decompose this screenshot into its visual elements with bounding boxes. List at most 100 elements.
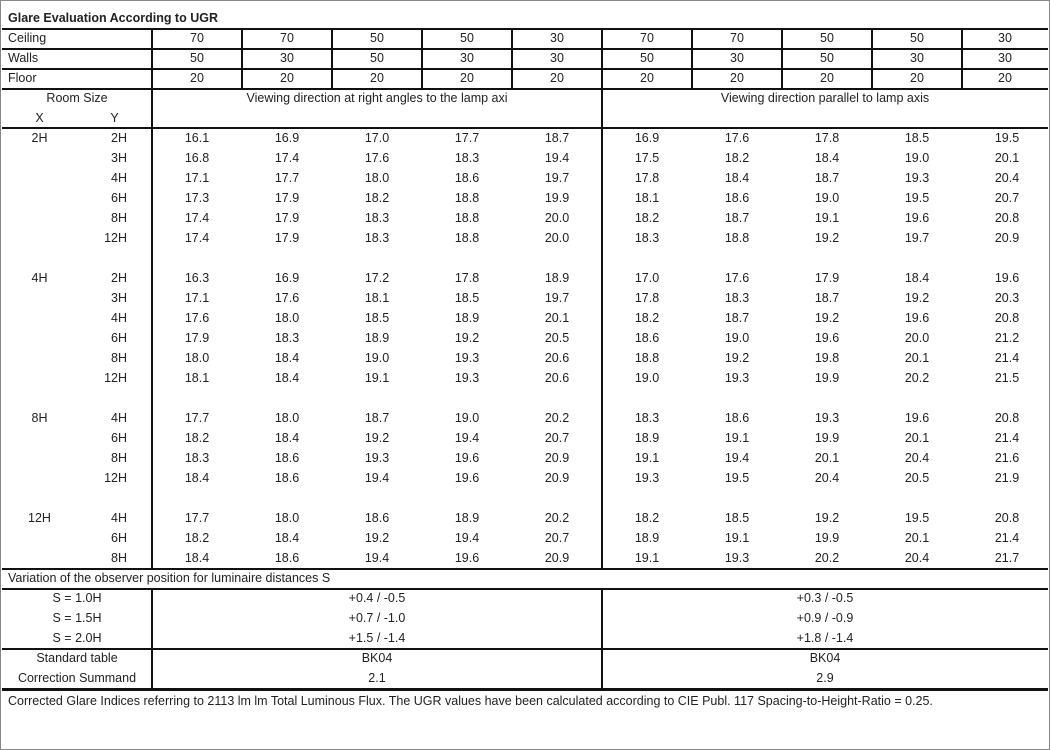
divider xyxy=(241,68,243,88)
room-y: 8H xyxy=(111,451,127,465)
ugr-value: 19.8 xyxy=(814,351,840,365)
ugr-value: 17.0 xyxy=(634,271,660,285)
room-y: 4H xyxy=(111,411,127,425)
ugr-value: 19.7 xyxy=(904,231,930,245)
ugr-value: 18.9 xyxy=(544,271,570,285)
standard-table-label: Standard table xyxy=(36,651,118,665)
ugr-value: 20.9 xyxy=(544,551,570,565)
ugr-value: 16.9 xyxy=(274,271,300,285)
ugr-value: 21.9 xyxy=(994,471,1020,485)
ugr-value: 18.7 xyxy=(814,291,840,305)
ugr-value: 16.9 xyxy=(274,131,300,145)
ugr-value: 18.6 xyxy=(274,451,300,465)
ugr-value: 19.9 xyxy=(814,431,840,445)
ugr-value: 16.1 xyxy=(184,131,210,145)
room-y: 12H xyxy=(104,231,127,245)
divider xyxy=(961,68,963,88)
ugr-value: 20.1 xyxy=(544,311,570,325)
ugr-value: 16.3 xyxy=(184,271,210,285)
ugr-value: 19.0 xyxy=(904,151,930,165)
ugr-value: 17.7 xyxy=(454,131,480,145)
ugr-value: 19.2 xyxy=(814,231,840,245)
ugr-value: 17.9 xyxy=(814,271,840,285)
room-y: 12H xyxy=(104,471,127,485)
ugr-value: 20.5 xyxy=(544,331,570,345)
ugr-value: 17.6 xyxy=(364,151,390,165)
ugr-value: 20.2 xyxy=(544,511,570,525)
ugr-value: 18.3 xyxy=(634,411,660,425)
ugr-value: 19.3 xyxy=(634,471,660,485)
ugr-value: 18.4 xyxy=(274,531,300,545)
ugr-value: 17.8 xyxy=(454,271,480,285)
ugr-value: 18.3 xyxy=(724,291,750,305)
room-x: 12H xyxy=(28,511,51,525)
ugr-value: 18.8 xyxy=(454,231,480,245)
ugr-value: 17.4 xyxy=(274,151,300,165)
divider xyxy=(421,68,423,88)
correction-summand-label: Correction Summand xyxy=(17,671,137,685)
ugr-value: 19.3 xyxy=(904,171,930,185)
ugr-value: 19.6 xyxy=(994,271,1020,285)
divider xyxy=(2,568,1048,570)
ugr-value: 20.2 xyxy=(904,371,930,385)
footnote: Corrected Glare Indices referring to 211… xyxy=(8,694,933,708)
divider xyxy=(871,68,873,88)
ugr-value: 19.9 xyxy=(814,371,840,385)
ugr-value: 20.5 xyxy=(904,471,930,485)
ugr-value: 20.1 xyxy=(904,531,930,545)
ugr-value: 18.4 xyxy=(184,471,210,485)
divider xyxy=(331,48,333,68)
room-y: 6H xyxy=(111,191,127,205)
divider xyxy=(601,68,603,88)
ugr-value: 20.4 xyxy=(814,471,840,485)
ugr-value: 20.4 xyxy=(904,451,930,465)
ugr-value: 18.9 xyxy=(454,311,480,325)
room-x: 4H xyxy=(31,271,48,285)
ugr-value: 18.4 xyxy=(274,431,300,445)
ugr-value: 20.4 xyxy=(904,551,930,565)
standard-table-perpendicular: BK04 xyxy=(361,651,393,665)
reflectance-value: 50 xyxy=(820,51,834,65)
divider xyxy=(781,28,783,48)
ugr-value: 18.9 xyxy=(454,511,480,525)
room-y: 3H xyxy=(111,151,127,165)
reflectance-value: 70 xyxy=(280,31,294,45)
correction-summand-parallel: 2.9 xyxy=(816,671,834,685)
ugr-value: 19.7 xyxy=(544,171,570,185)
ugr-value: 18.3 xyxy=(454,151,480,165)
divider xyxy=(511,68,513,88)
room-y: 8H xyxy=(111,211,127,225)
ugr-value: 18.8 xyxy=(454,191,480,205)
ugr-value: 19.1 xyxy=(724,531,750,545)
ugr-value: 18.6 xyxy=(634,331,660,345)
divider xyxy=(601,48,603,68)
variation-spacing: S = 2.0H xyxy=(52,631,102,645)
variation-spacing: S = 1.0H xyxy=(52,591,102,605)
ugr-value: 18.6 xyxy=(274,471,300,485)
ugr-value: 19.0 xyxy=(364,351,390,365)
ugr-value: 19.4 xyxy=(364,551,390,565)
ugr-value: 19.6 xyxy=(904,211,930,225)
ugr-value: 19.2 xyxy=(904,291,930,305)
ugr-value: 20.1 xyxy=(814,451,840,465)
ugr-value: 17.1 xyxy=(184,291,210,305)
ugr-value: 20.2 xyxy=(544,411,570,425)
ugr-value: 18.1 xyxy=(184,371,210,385)
ugr-value: 20.6 xyxy=(544,371,570,385)
ugr-value: 17.8 xyxy=(814,131,840,145)
ugr-value: 18.2 xyxy=(184,431,210,445)
reflectance-value: 50 xyxy=(370,31,384,45)
divider xyxy=(2,688,1048,691)
room-y: 6H xyxy=(111,531,127,545)
ugr-value: 18.7 xyxy=(544,131,570,145)
reflectance-value: 20 xyxy=(550,71,564,85)
ugr-value: 19.4 xyxy=(454,531,480,545)
table-title: Glare Evaluation According to UGR xyxy=(8,11,218,25)
reflectance-value: 30 xyxy=(460,51,474,65)
divider xyxy=(691,68,693,88)
reflectance-value: 20 xyxy=(640,71,654,85)
ugr-value: 19.6 xyxy=(454,471,480,485)
ugr-value: 18.1 xyxy=(634,191,660,205)
ugr-value: 18.2 xyxy=(724,151,750,165)
ugr-value: 18.2 xyxy=(634,511,660,525)
